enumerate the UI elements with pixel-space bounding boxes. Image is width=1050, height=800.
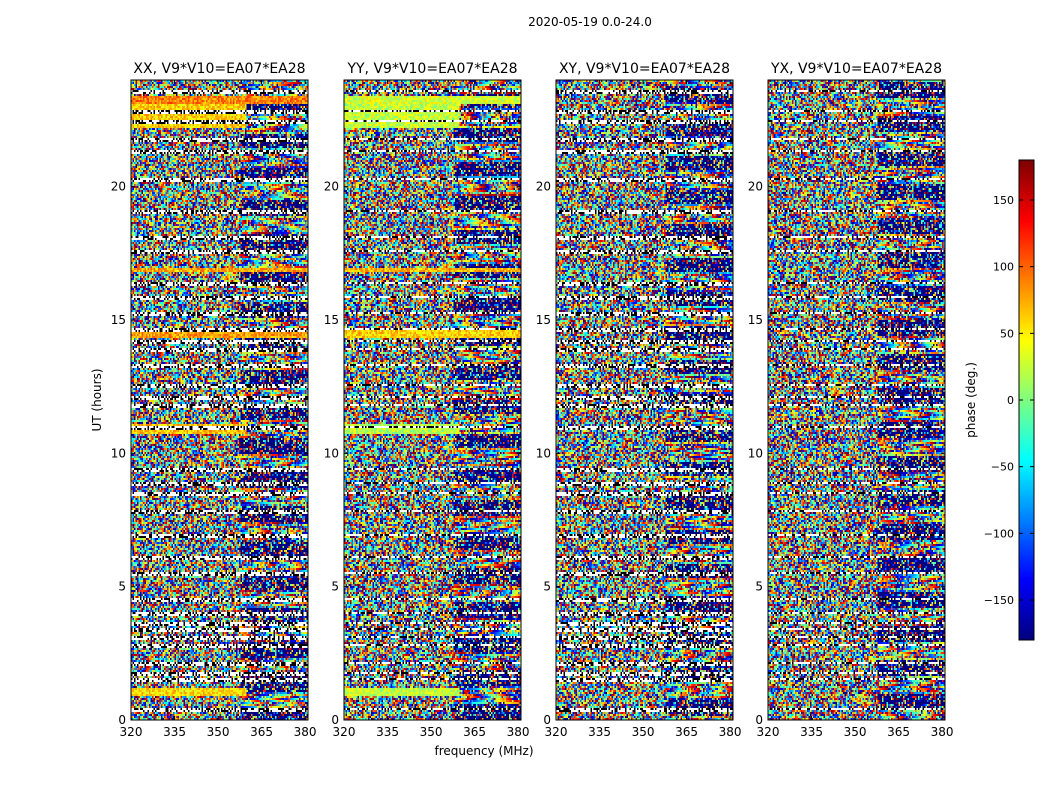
x-tick-label: 335 (800, 725, 823, 739)
y-tick-label: 20 (748, 180, 763, 194)
x-tick-label: 380 (507, 725, 530, 739)
y-tick-label: 0 (755, 713, 763, 727)
y-tick-label: 0 (118, 713, 126, 727)
x-tick-label: 320 (120, 725, 143, 739)
panel-xy: XY, V9*V10=EA07*EA28 320 335 350 365 380 0 5 10 1… (536, 61, 742, 739)
y-tick-label: 10 (111, 446, 126, 460)
x-tick-label: 380 (719, 725, 742, 739)
panel-title: XY, V9*V10=EA07*EA28 (559, 61, 730, 77)
colorbar-tick-label: −150 (984, 594, 1014, 607)
y-tick-label: 10 (748, 446, 763, 460)
colorbar-tick-label: −50 (991, 461, 1014, 474)
x-tick-label: 365 (887, 725, 910, 739)
plot-frame (130, 79, 309, 721)
colorbar-tick-label: 150 (993, 194, 1014, 207)
colorbar-tick-label: 50 (1000, 327, 1014, 340)
y-tick-label: 15 (111, 313, 126, 327)
x-tick-label: 365 (675, 725, 698, 739)
panel-title: YY, V9*V10=EA07*EA28 (346, 61, 517, 77)
y-tick-label: 5 (543, 580, 551, 594)
panel-xx: XX, V9*V10=EA07*EA28 320 335 350 365 380 0 5 10 1… (111, 61, 317, 739)
x-tick-label: 380 (931, 725, 954, 739)
phase-heatmap (131, 80, 308, 720)
x-tick-label: 365 (463, 725, 486, 739)
x-tick-label: 380 (294, 725, 317, 739)
y-tick-label: 15 (324, 313, 339, 327)
colorbar-gradient (1019, 160, 1034, 640)
phase-heatmap (768, 80, 945, 720)
colorbar-tick-label: 0 (1007, 394, 1014, 407)
y-tick-label: 0 (543, 713, 551, 727)
x-tick-label: 335 (163, 725, 186, 739)
figure-suptitle: 2020-05-19 0.0-24.0 (528, 15, 652, 29)
panel-yx: YX, V9*V10=EA07*EA28 320 335 350 365 380 0 5 10 1… (748, 61, 954, 739)
y-axis-label: UT (hours) (90, 368, 104, 431)
panel-title: YX, V9*V10=EA07*EA28 (770, 61, 942, 77)
colorbar: −150 −100 −50 0 50 100 150 (984, 159, 1035, 641)
panel-title: XX, V9*V10=EA07*EA28 (133, 61, 305, 77)
phase-heatmap (556, 80, 733, 720)
phase-heatmap (344, 80, 521, 720)
y-tick-label: 20 (536, 180, 551, 194)
x-tick-label: 335 (588, 725, 611, 739)
y-tick-label: 5 (331, 580, 339, 594)
x-tick-label: 365 (250, 725, 273, 739)
y-tick-label: 10 (324, 446, 339, 460)
colorbar-label: phase (deg.) (964, 362, 978, 438)
panel-yy: YY, V9*V10=EA07*EA28 320 335 350 365 380 0 5 10 1… (324, 61, 530, 739)
plot-frame (343, 79, 522, 721)
x-tick-label: 320 (545, 725, 568, 739)
x-tick-label: 350 (207, 725, 230, 739)
y-tick-label: 15 (748, 313, 763, 327)
y-tick-label: 10 (536, 446, 551, 460)
x-tick-label: 335 (376, 725, 399, 739)
plot-frame (555, 79, 734, 721)
y-tick-label: 0 (331, 713, 339, 727)
x-tick-label: 350 (844, 725, 867, 739)
colorbar-tick-label: −100 (984, 527, 1014, 540)
x-tick-label: 320 (333, 725, 356, 739)
x-tick-label: 350 (420, 725, 443, 739)
y-tick-label: 5 (118, 580, 126, 594)
colorbar-tick-label: 100 (993, 261, 1014, 274)
y-tick-label: 20 (111, 180, 126, 194)
x-tick-label: 350 (632, 725, 655, 739)
x-axis-label: frequency (MHz) (434, 744, 533, 758)
y-tick-label: 5 (755, 580, 763, 594)
x-tick-label: 320 (757, 725, 780, 739)
y-tick-label: 20 (324, 180, 339, 194)
plot-frame (767, 79, 946, 721)
y-tick-label: 15 (536, 313, 551, 327)
